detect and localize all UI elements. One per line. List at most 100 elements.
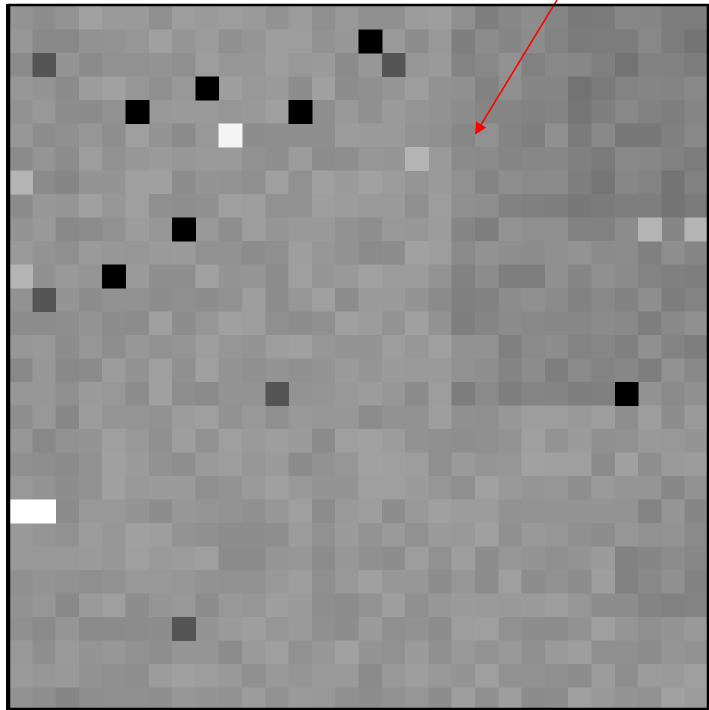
pixel-tile — [568, 687, 592, 710]
pixel-tile — [381, 288, 406, 312]
pixel-tile — [102, 335, 126, 359]
pixel-tile — [102, 499, 126, 524]
pixel-tile — [405, 405, 429, 430]
pixel-tile — [102, 570, 126, 594]
pixel-tile — [451, 664, 476, 688]
pixel-tile — [32, 570, 57, 594]
pixel-tile — [568, 311, 592, 336]
pixel-tile — [148, 76, 173, 101]
pixel-tile — [148, 640, 173, 665]
pixel-tile — [521, 382, 546, 406]
pixel-tile — [614, 194, 639, 218]
pixel-tile — [358, 288, 383, 312]
pixel-tile — [148, 53, 173, 77]
pixel-tile — [242, 335, 266, 359]
pixel-tile — [684, 687, 709, 710]
pixel-tile — [498, 640, 523, 665]
pixel-tile — [218, 593, 243, 618]
pixel-tile — [78, 687, 103, 710]
pixel-tile — [381, 452, 406, 477]
pixel-tile — [288, 335, 313, 359]
pixel-tile — [544, 570, 569, 594]
pixel-tile — [288, 640, 313, 665]
pixel-tile — [102, 29, 126, 54]
pixel-tile — [9, 640, 33, 665]
pixel-tile — [78, 570, 103, 594]
pixel-tile — [684, 523, 709, 547]
pixel-tile — [661, 452, 686, 477]
pixel-tile — [242, 147, 266, 171]
pixel-tile — [591, 311, 616, 336]
pixel-tile — [78, 241, 103, 265]
pixel-tile — [684, 429, 709, 453]
pixel-tile — [102, 76, 126, 101]
pixel-tile — [405, 640, 429, 665]
pixel-tile — [544, 687, 569, 710]
pixel-tile — [125, 640, 150, 665]
pixel-tile — [358, 241, 383, 265]
pixel-tile — [475, 311, 499, 336]
pixel-tile — [544, 499, 569, 524]
pixel-tile — [195, 217, 220, 242]
pixel-tile — [102, 6, 126, 30]
pixel-tile — [335, 687, 359, 710]
pixel-tile — [614, 6, 639, 30]
pixel-tile — [638, 264, 662, 289]
pixel-tile — [311, 147, 336, 171]
pixel-tile — [381, 664, 406, 688]
pixel-tile — [242, 241, 266, 265]
pixel-tile — [521, 288, 546, 312]
pixel-tile — [475, 6, 499, 30]
pixel-tile — [265, 217, 290, 242]
pixel-tile — [172, 687, 196, 710]
pixel-tile — [684, 570, 709, 594]
pixel-tile — [32, 546, 57, 571]
pixel-tile — [78, 523, 103, 547]
pixel-tile — [78, 217, 103, 242]
pixel-tile — [498, 29, 523, 54]
pixel-tile — [451, 523, 476, 547]
pixel-tile — [661, 170, 686, 195]
pixel-tile — [311, 546, 336, 571]
pixel-tile — [568, 664, 592, 688]
pixel-tile — [218, 264, 243, 289]
pixel-tile — [451, 29, 476, 54]
pixel-tile — [102, 288, 126, 312]
pixel-tile — [148, 335, 173, 359]
pixel-tile — [405, 617, 429, 641]
pixel-tile — [428, 288, 453, 312]
pixel-tile — [544, 617, 569, 641]
pixel-tile — [521, 664, 546, 688]
pixel-tile — [125, 335, 150, 359]
pixel-tile — [55, 241, 80, 265]
pixel-tile — [475, 53, 499, 77]
pixel-tile — [288, 452, 313, 477]
pixel-tile — [358, 335, 383, 359]
pixel-tile — [405, 264, 429, 289]
pixel-tile — [125, 523, 150, 547]
pixel-tile — [55, 499, 80, 524]
pixel-tile — [288, 147, 313, 171]
pixel-tile — [451, 194, 476, 218]
pixel-tile — [218, 217, 243, 242]
pixel-tile — [638, 640, 662, 665]
pixel-tile — [451, 288, 476, 312]
pixel-tile — [102, 664, 126, 688]
pixel-tile — [55, 452, 80, 477]
pixel-tile — [288, 687, 313, 710]
pixel-tile — [544, 288, 569, 312]
pixel-tile — [591, 29, 616, 54]
pixel-tile — [521, 6, 546, 30]
pixel-tile — [661, 593, 686, 618]
pixel-tile — [451, 593, 476, 618]
pixel-tile — [684, 194, 709, 218]
pixel-tile — [172, 123, 196, 148]
pixel-tile — [265, 664, 290, 688]
pixel-tile — [568, 76, 592, 101]
pixel-tile — [498, 147, 523, 171]
pixel-tile — [311, 382, 336, 406]
pixel-tile — [591, 499, 616, 524]
pixel-tile — [265, 687, 290, 710]
pixel-tile — [288, 570, 313, 594]
pixel-tile — [148, 570, 173, 594]
